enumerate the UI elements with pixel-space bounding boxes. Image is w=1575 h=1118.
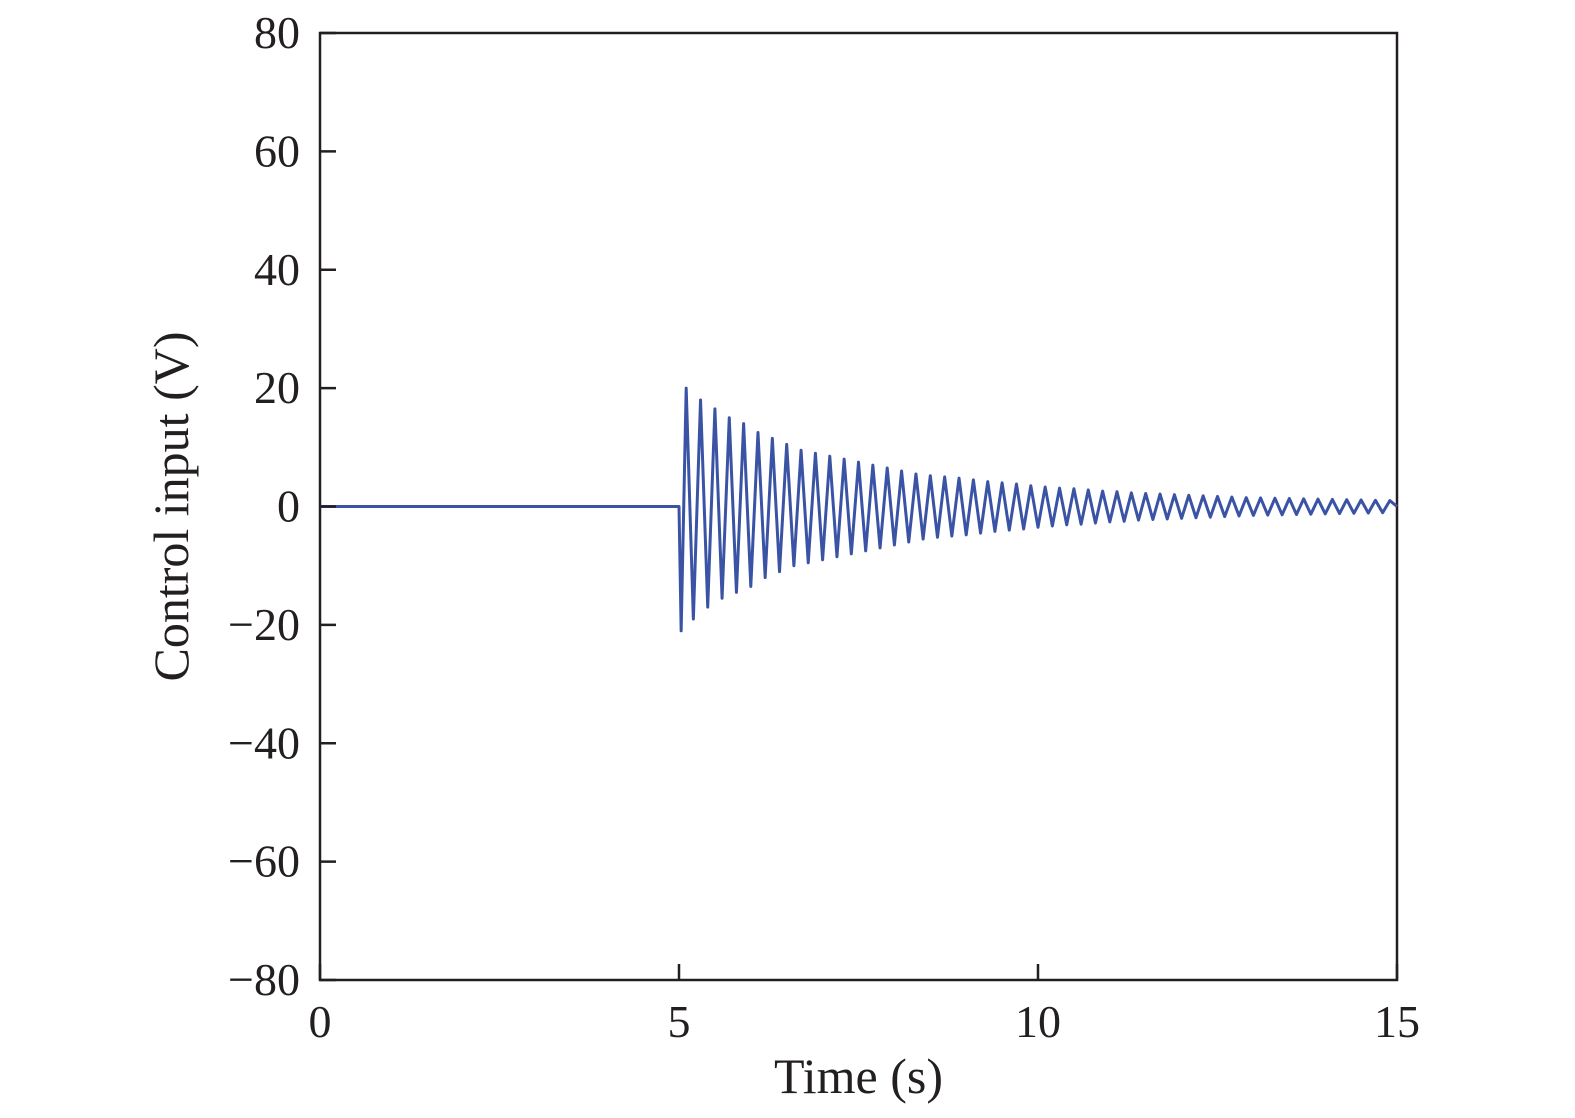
y-tick-label: −40: [228, 717, 300, 768]
x-tick-label: 5: [668, 996, 691, 1047]
y-tick-label: 60: [254, 125, 300, 176]
x-tick-label: 10: [1015, 996, 1061, 1047]
x-axis-label: Time (s): [774, 1048, 943, 1104]
y-axis-label: Control input (V): [143, 332, 199, 682]
series-line: [320, 386, 1398, 633]
y-tick-label: 0: [277, 481, 300, 532]
plot-area: [318, 31, 1399, 982]
x-tick-label: 0: [309, 996, 332, 1047]
x-tick-label: 15: [1374, 996, 1420, 1047]
y-tick-label: −60: [228, 836, 300, 887]
y-tick-label: 20: [254, 362, 300, 413]
tick-labels: 0 5 10 15 80 60 40 20 0 −20 −40 −60 −80: [228, 7, 1420, 1047]
y-tick-label: 40: [254, 244, 300, 295]
axis-ticks: [318, 31, 1399, 982]
y-tick-label: 80: [254, 7, 300, 58]
y-tick-label: −80: [228, 954, 300, 1005]
y-tick-label: −20: [228, 599, 300, 650]
